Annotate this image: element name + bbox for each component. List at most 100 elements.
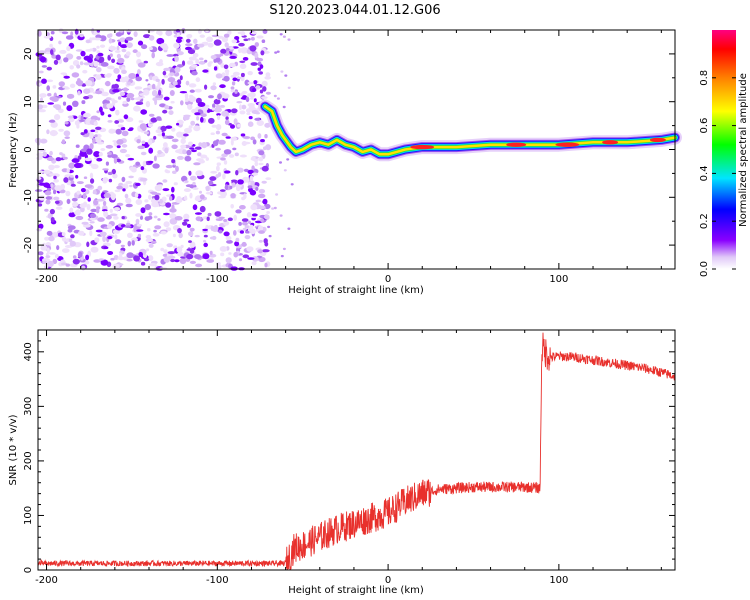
noise-speckle: [107, 171, 113, 176]
noise-speckle: [205, 157, 209, 161]
noise-speckle: [89, 143, 94, 150]
noise-speckle: [232, 147, 237, 151]
noise-speckle: [234, 152, 239, 157]
noise-speckle: [38, 195, 46, 201]
noise-speckle: [58, 28, 64, 34]
noise-speckle: [210, 55, 217, 60]
noise-speckle: [229, 62, 236, 68]
noise-speckle: [207, 212, 212, 217]
noise-speckle: [37, 251, 44, 256]
noise-speckle: [226, 240, 233, 244]
y-tick-label: 400: [23, 342, 34, 361]
noise-speckle: [163, 67, 171, 71]
noise-speckle: [261, 180, 267, 184]
noise-speckle: [118, 41, 122, 46]
noise-speckle: [118, 119, 125, 123]
noise-speckle: [280, 254, 284, 258]
noise-speckle: [112, 229, 119, 234]
noise-speckle: [223, 64, 229, 70]
noise-speckle: [122, 183, 129, 190]
noise-speckle: [167, 251, 176, 255]
noise-speckle: [100, 148, 106, 151]
noise-speckle: [83, 129, 88, 134]
noise-speckle: [216, 113, 221, 116]
noise-speckle: [210, 132, 215, 135]
noise-speckle: [108, 45, 117, 51]
noise-speckle: [65, 35, 74, 40]
noise-speckle: [155, 78, 160, 82]
noise-speckle: [77, 90, 81, 96]
noise-speckle: [112, 263, 120, 270]
noise-speckle: [125, 154, 131, 158]
noise-speckle: [80, 188, 86, 193]
x-tick-label: -200: [35, 274, 58, 285]
noise-speckle: [110, 98, 115, 102]
noise-speckle: [165, 202, 172, 208]
noise-speckle: [56, 245, 60, 251]
noise-speckle: [248, 116, 253, 120]
noise-speckle: [273, 94, 277, 98]
noise-speckle: [211, 107, 215, 111]
noise-speckle: [61, 31, 69, 35]
noise-speckle: [186, 34, 193, 39]
noise-speckle: [167, 255, 176, 259]
noise-speckle: [105, 80, 111, 87]
noise-speckle: [75, 174, 79, 179]
noise-speckle: [206, 36, 214, 43]
noise-speckle: [113, 83, 119, 89]
noise-speckle: [171, 204, 175, 211]
noise-speckle: [205, 191, 213, 195]
snr-ticks: -200 -100 0 100 0 100 200 300 400: [23, 329, 675, 586]
noise-speckle: [90, 246, 99, 253]
noise-speckle: [126, 252, 134, 259]
noise-speckle: [53, 196, 60, 201]
noise-speckle: [192, 187, 199, 191]
noise-speckle: [71, 158, 80, 163]
noise-speckle: [276, 50, 280, 53]
colorbar-tick-label: 0.0: [699, 261, 710, 277]
noise-speckle: [254, 161, 259, 167]
noise-speckle: [203, 239, 207, 243]
noise-speckle: [219, 53, 224, 57]
noise-speckle: [117, 96, 122, 100]
noise-speckle: [81, 265, 86, 271]
noise-speckle: [171, 214, 177, 217]
noise-speckle: [242, 57, 249, 61]
snr-panel: -200 -100 0 100 0 100 200 300 400 Height of stra…: [8, 329, 676, 596]
noise-speckle: [165, 29, 173, 37]
noise-speckle: [207, 62, 212, 67]
noise-speckle: [212, 235, 217, 240]
noise-speckle: [65, 190, 71, 197]
noise-speckle: [263, 238, 268, 244]
noise-speckle: [126, 81, 131, 86]
noise-speckle: [193, 162, 201, 166]
noise-speckle: [83, 62, 91, 66]
noise-speckle: [161, 196, 167, 202]
noise-speckle: [225, 70, 229, 77]
noise-speckle: [189, 94, 194, 98]
noise-speckle: [75, 49, 83, 52]
noise-speckle: [36, 228, 42, 232]
noise-speckle: [210, 170, 218, 174]
noise-speckle: [224, 184, 229, 191]
noise-speckle: [153, 229, 157, 233]
noise-speckle: [151, 52, 155, 59]
noise-speckle: [197, 102, 206, 107]
noise-speckle: [186, 149, 192, 156]
noise-speckle: [66, 45, 71, 52]
noise-speckle: [240, 31, 246, 36]
noise-speckle: [127, 157, 135, 161]
noise-speckle: [176, 64, 184, 68]
noise-speckle: [135, 199, 143, 205]
noise-speckle: [223, 149, 232, 155]
noise-speckle: [96, 67, 102, 73]
noise-speckle: [166, 135, 175, 139]
noise-speckle: [191, 64, 198, 68]
noise-speckle: [220, 157, 226, 161]
noise-speckle: [224, 42, 229, 48]
noise-speckle: [48, 173, 57, 176]
noise-speckle: [250, 31, 257, 35]
noise-speckle: [179, 75, 183, 81]
noise-speckle: [196, 116, 200, 121]
noise-speckle: [125, 117, 134, 123]
